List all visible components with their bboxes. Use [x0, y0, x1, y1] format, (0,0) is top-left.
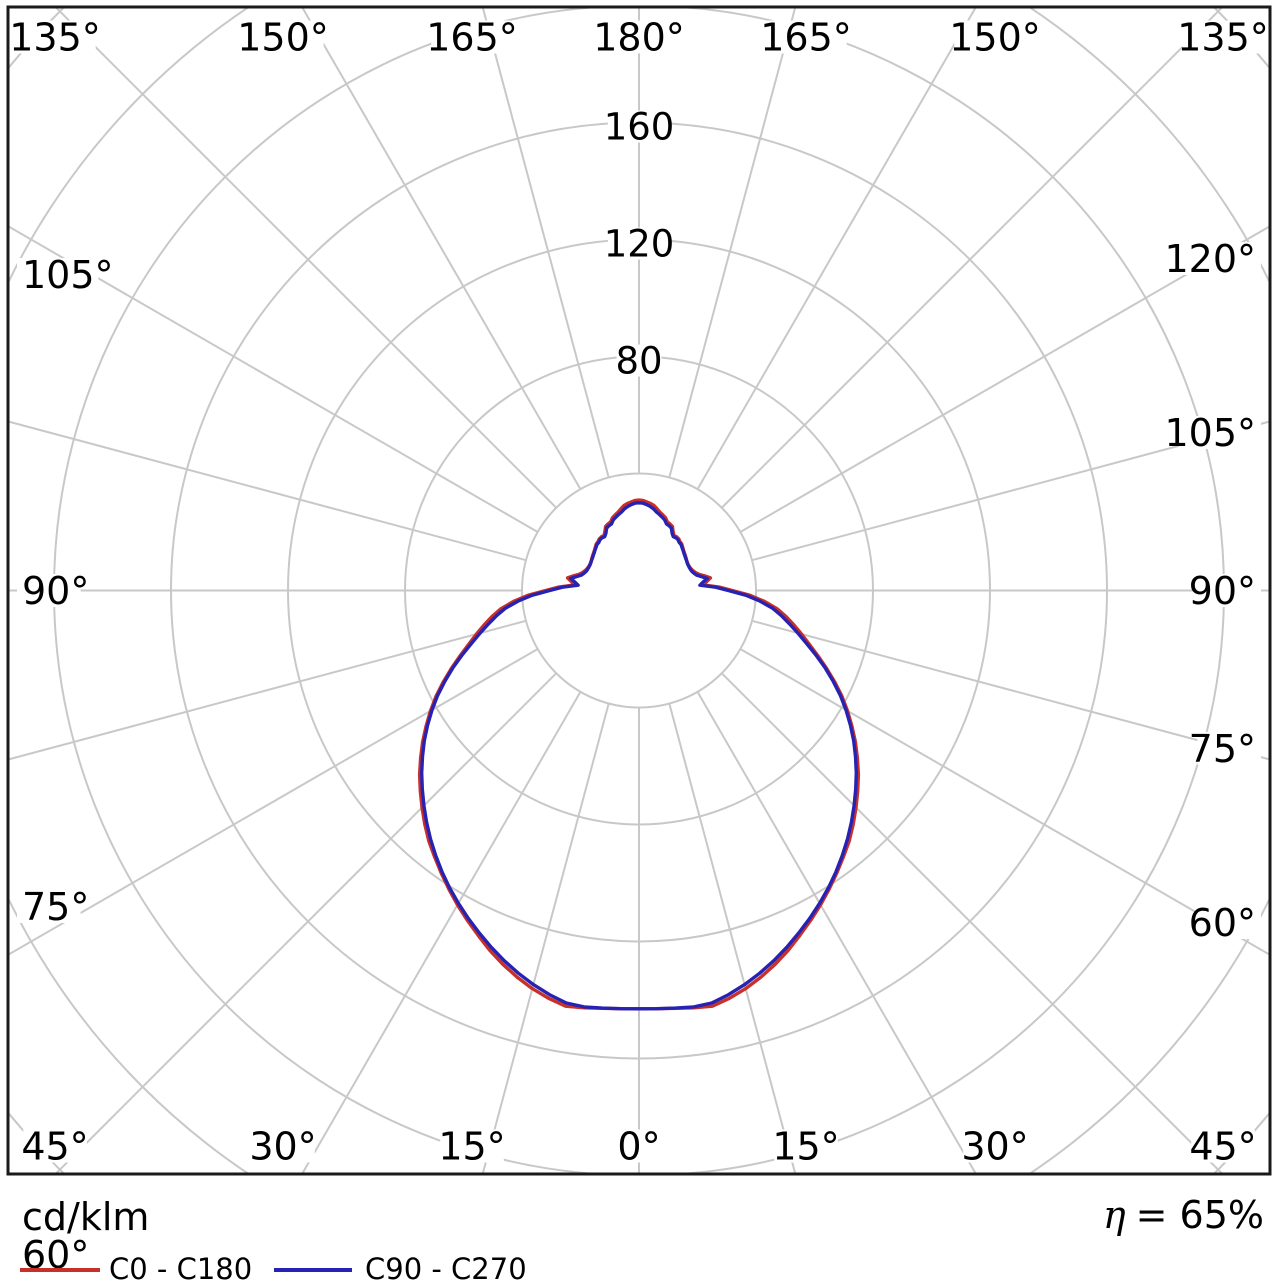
- angle-label-mask: [598, 20, 680, 54]
- angle-label-mask: [1182, 20, 1264, 54]
- grid-spoke: [720, 7, 1224, 509]
- angle-label: 150°: [949, 16, 1041, 60]
- angle-label: 90°: [22, 569, 89, 613]
- angle-label-mask: [17, 574, 81, 607]
- eta-symbol: η: [1102, 1193, 1126, 1237]
- angle-label-mask: [1179, 416, 1261, 449]
- angle-label-mask: [774, 1129, 838, 1163]
- angle-label-mask: [954, 20, 1036, 54]
- grid-ring: [521, 472, 757, 709]
- angle-label-mask: [440, 1129, 504, 1163]
- angle-label-mask: [14, 20, 96, 54]
- angle-label-mask: [17, 258, 99, 291]
- grid-spoke: [751, 619, 1270, 761]
- angle-label: 180°: [593, 16, 685, 60]
- angle-label-mask: [17, 1238, 81, 1271]
- angle-label-mask: [251, 1129, 315, 1163]
- eta-value: = 65%: [1135, 1193, 1264, 1237]
- curve-c90-c270: [420, 501, 858, 1011]
- angle-label: 90°: [1189, 569, 1256, 613]
- grid-spoke: [481, 703, 610, 1174]
- label-layer: 135° 150° 165° 180° 165° 150° 135° 120° 105° 90° 7…: [9, 16, 1269, 1278]
- angle-label-mask: [1197, 574, 1261, 607]
- legend-label-c0-c180: C0 - C180: [109, 1252, 253, 1286]
- plot-border: [6, 5, 1272, 1176]
- angle-label-mask: [765, 20, 847, 54]
- grid-spoke: [696, 691, 978, 1174]
- radial-label: 160: [604, 106, 675, 149]
- grid-spoke: [8, 224, 539, 533]
- grid-spoke: [720, 672, 1224, 1174]
- angle-label: 45°: [21, 1125, 88, 1169]
- radial-label-mask: [607, 110, 671, 143]
- legend-line-c0-c180: [20, 1268, 100, 1272]
- grid-spoke: [481, 7, 610, 478]
- angle-label-mask: [431, 20, 513, 54]
- angle-label-mask: [17, 890, 81, 923]
- efficiency-label: η = 65%: [1102, 1193, 1264, 1237]
- angle-label-mask: [242, 20, 324, 54]
- grid-spoke: [8, 420, 527, 562]
- grid-spoke: [54, 672, 558, 1174]
- legend-line-c90-c270: [274, 1268, 352, 1272]
- radial-label: 80: [615, 340, 662, 383]
- angle-label-mask: [963, 1129, 1027, 1163]
- angle-label: 75°: [1189, 727, 1256, 771]
- angle-label: 45°: [1189, 1125, 1256, 1169]
- angle-label: 135°: [1177, 16, 1269, 60]
- radial-label: 120: [604, 223, 675, 266]
- curve-layer: [417, 498, 861, 1011]
- angle-label: 60°: [1189, 901, 1256, 945]
- grid-spoke: [8, 619, 527, 761]
- grid-spoke: [8, 648, 539, 957]
- grid-spoke: [668, 7, 797, 478]
- grid-spoke: [696, 7, 978, 490]
- angle-label: 165°: [426, 16, 518, 60]
- legend-label-c90-c270: C90 - C270: [365, 1252, 527, 1286]
- angle-label: 0°: [617, 1125, 660, 1169]
- angle-label: 165°: [760, 16, 852, 60]
- grid-spoke: [668, 703, 797, 1174]
- angle-label: 30°: [249, 1125, 316, 1169]
- grid-spoke: [300, 691, 582, 1174]
- angle-label: 120°: [1164, 237, 1256, 281]
- grid-spoke: [54, 7, 558, 509]
- grid-spoke: [751, 420, 1270, 562]
- angle-label: 75°: [22, 885, 89, 929]
- angle-label: 30°: [961, 1125, 1028, 1169]
- radial-label-mask: [607, 227, 671, 260]
- angle-label: 105°: [1164, 411, 1256, 455]
- radial-label-mask: [616, 344, 662, 377]
- angle-label-mask: [23, 1129, 87, 1163]
- angle-label-mask: [1197, 732, 1261, 765]
- grid-spoke: [300, 7, 582, 490]
- angle-label: 15°: [772, 1125, 839, 1169]
- angle-label: 135°: [9, 16, 101, 60]
- angle-label-mask: [616, 1129, 662, 1163]
- angle-label-mask: [1197, 906, 1261, 939]
- grid-spoke: [739, 648, 1270, 957]
- angle-label-mask: [1191, 1129, 1255, 1163]
- angle-label: 150°: [237, 16, 329, 60]
- grid-spoke: [739, 225, 1270, 533]
- angle-label-mask: [1179, 242, 1261, 275]
- angle-label: 15°: [438, 1125, 505, 1169]
- angle-label: 105°: [22, 253, 114, 297]
- units-label: cd/klm: [22, 1195, 150, 1239]
